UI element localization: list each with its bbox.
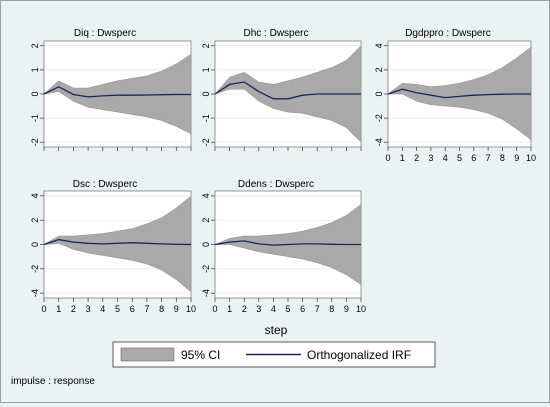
y-tick-label: -4 [374,138,384,146]
x-tick-label: 6 [471,153,476,163]
x-tick-label: 6 [300,304,305,314]
x-tick-label: 1 [56,304,61,314]
irf-line [214,81,361,100]
y-tick-label: 2 [201,218,211,223]
x-tick-label: 9 [514,153,519,163]
x-tick-label: 0 [385,153,390,163]
x-tick-label: 2 [414,153,419,163]
x-tick-label: 7 [144,304,149,314]
x-tick-label: 10 [186,304,196,314]
x-tick-label: 8 [500,153,505,163]
y-tick-label: 2 [201,43,211,48]
legend-ci-swatch [120,347,175,362]
panel-title: Diq : Dwsperc [74,28,136,39]
x-tick-label: 2 [71,304,76,314]
x-tick-label: 8 [159,304,164,314]
footnote: impulse : response [11,376,95,387]
irf-line [214,240,361,246]
x-tick-label: 4 [443,153,448,163]
y-tick-label: 2 [374,67,384,72]
x-tick-label: 6 [130,304,135,314]
x-tick-label: 9 [344,304,349,314]
y-tick-label: 1 [30,67,40,72]
x-tick-label: 1 [400,153,405,163]
y-tick-label: 0 [201,242,211,247]
irf-line [43,86,191,98]
irf-line [387,88,531,99]
x-tick-label: 5 [115,304,120,314]
x-tick-label: 7 [486,153,491,163]
panel-title: Dsc : Dwsperc [73,179,137,190]
x-tick-label: 3 [256,304,261,314]
x-tick-label: 4 [100,304,105,314]
panel-title: Ddens : Dwsperc [238,179,314,190]
legend: 95% CI Orthogonalized IRF [112,341,436,368]
panel-diq: Diq : Dwsperc -2 -1 0 1 2 [30,28,192,151]
y-tick-label: -1 [30,114,40,122]
y-tick-label: 2 [30,218,40,223]
legend-ci-label: 95% CI [181,348,220,362]
y-tick-label: 4 [30,193,40,198]
y-tick-label: 1 [201,67,211,72]
y-tick-label: -4 [201,289,211,297]
x-tick-label: 0 [212,304,217,314]
x-tick-label: 5 [457,153,462,163]
y-tick-label: -2 [201,265,211,273]
y-tick-label: -1 [201,114,211,122]
x-tick-label: 1 [227,304,232,314]
y-tick-label: 2 [30,43,40,48]
x-axis-label: step [265,323,288,337]
x-tick-label: 0 [41,304,46,314]
y-tick-label: 0 [374,91,384,96]
panel-dhc: Dhc : Dwsperc -2 -1 0 1 2 [201,28,362,151]
x-tick-label: 3 [86,304,91,314]
panel-title: Dhc : Dwsperc [243,28,308,39]
y-tick-label: -4 [30,289,40,297]
x-tick-label: 5 [285,304,290,314]
x-tick-label: 4 [271,304,276,314]
x-tick-label: 10 [356,304,366,314]
y-tick-label: 4 [374,43,384,48]
panel-title: Dgdppro : Dwsperc [405,28,491,39]
x-tick-label: 10 [526,153,536,163]
x-tick-label: 3 [428,153,433,163]
legend-irf-label: Orthogonalized IRF [307,348,411,362]
y-tick-label: 0 [30,91,40,96]
y-tick-label: -2 [374,114,384,122]
y-tick-label: 0 [201,91,211,96]
y-tick-label: -2 [30,265,40,273]
y-tick-label: 0 [30,242,40,247]
y-tick-label: -2 [30,138,40,146]
x-tick-label: 2 [242,304,247,314]
x-tick-label: 7 [315,304,320,314]
x-tick-label: 9 [174,304,179,314]
y-tick-label: -2 [201,138,211,146]
irf-line [43,238,192,246]
x-tick-label: 8 [329,304,334,314]
y-tick-label: 4 [201,193,211,198]
